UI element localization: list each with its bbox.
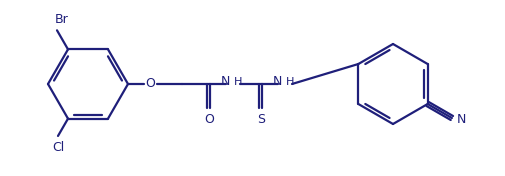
Text: N: N [272, 76, 281, 89]
Text: H: H [233, 77, 242, 87]
Text: N: N [456, 112, 465, 125]
Text: N: N [220, 76, 230, 89]
Text: O: O [145, 77, 155, 90]
Text: H: H [285, 77, 294, 87]
Text: Br: Br [55, 13, 69, 26]
Text: O: O [204, 113, 214, 126]
Text: S: S [257, 113, 265, 126]
Text: Cl: Cl [52, 141, 64, 154]
